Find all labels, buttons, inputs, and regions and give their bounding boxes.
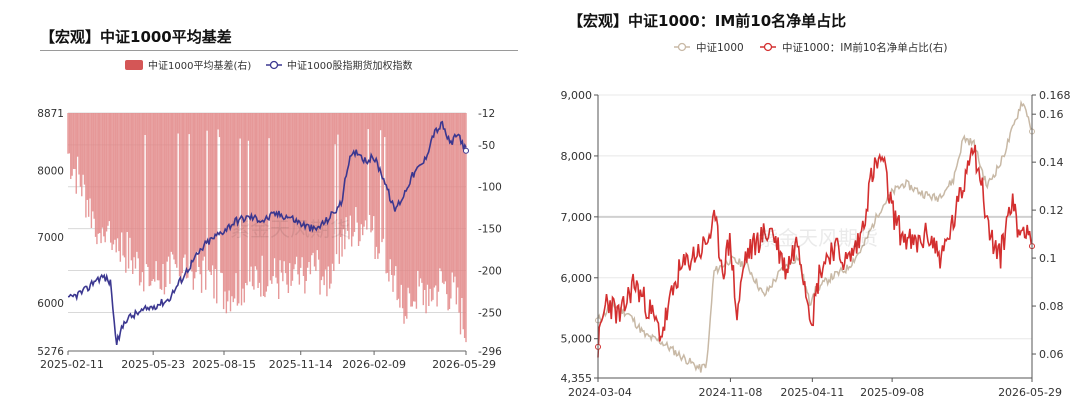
- right-chart-right-tick-label: 0.06: [1039, 348, 1064, 361]
- right-chart-right-tick-label: 0.12: [1039, 204, 1064, 217]
- right-chart-left-tick-label: 8,000: [561, 150, 593, 163]
- left-title-divider: [40, 50, 518, 51]
- csi1000-line: [597, 99, 1033, 373]
- left-watermark: 紫金天风期货: [230, 217, 350, 241]
- legend-marker-csi1000: [677, 42, 687, 52]
- legend-marker-index: [269, 60, 279, 70]
- right-x-tick-label: 2025-04-11: [780, 386, 844, 399]
- left-y-tick-label: 5276: [37, 346, 64, 358]
- right-chart-left-tick-label: 9,000: [561, 89, 593, 102]
- right-chart-title: 【宏观】中证1000：IM前10名净单占比: [568, 12, 847, 30]
- right-chart-left-tick-label: 7,000: [561, 211, 593, 224]
- right-x-tick-label: 2026-05-29: [998, 386, 1062, 399]
- right-y-tick-label: -296: [478, 346, 502, 358]
- legend-marker-im-ratio: [763, 42, 773, 52]
- left-x-tick-label: 2025-08-15: [192, 358, 256, 371]
- legend-label-csi1000: 中证1000: [696, 41, 744, 54]
- right-y-tick-label: -12: [478, 108, 495, 120]
- left-y-tick-label: 8871: [37, 108, 64, 120]
- right-y-tick-label: -150: [478, 224, 502, 236]
- left-x-tick-label: 2025-02-11: [40, 358, 104, 371]
- left-x-tick-label: 2026-02-09: [342, 358, 406, 371]
- left-x-tick-label: 2025-05-23: [121, 358, 185, 371]
- im-ratio-line: [597, 144, 1033, 358]
- left-chart-panel: 【宏观】中证1000平均基差 中证1000平均基差(右) 中证1000股指期货加…: [37, 28, 518, 371]
- left-y-tick-label: 7000: [37, 232, 64, 244]
- legend-swatch-basis: [125, 60, 143, 70]
- left-x-tick-label: 2025-11-14: [269, 358, 333, 371]
- right-y-tick-label: -50: [478, 140, 495, 152]
- index-line-end-marker: [463, 147, 469, 154]
- right-chart-left-tick-label: 6,000: [561, 272, 593, 285]
- right-x-tick-label: 2024-03-04: [568, 386, 632, 399]
- right-y-tick-label: -200: [478, 266, 502, 278]
- left-y-tick-label: 8000: [37, 166, 64, 178]
- index-line: [67, 120, 467, 346]
- right-watermark: 紫金天风期货: [758, 226, 878, 250]
- left-x-tick-label: 2026-05-29: [432, 358, 496, 371]
- right-chart: 中证1000 中证1000：IM前10名净单占比(右) 4,355 5,000 6,…: [561, 41, 1071, 399]
- left-chart-title: 【宏观】中证1000平均基差: [40, 28, 232, 46]
- right-chart-left-tick-label: 4,355: [561, 372, 593, 385]
- right-y-tick-label: -100: [478, 182, 502, 194]
- right-chart-right-tick-label: 0.168: [1039, 89, 1071, 102]
- left-chart: 中证1000平均基差(右) 中证1000股指期货加权指数 5276 6000 700…: [37, 59, 502, 371]
- right-chart-left-tick-label: 5,000: [561, 333, 593, 346]
- right-chart-right-tick-label: 0.08: [1039, 300, 1064, 313]
- right-x-tick-label: 2025-09-08: [860, 386, 924, 399]
- right-chart-right-tick-label: 0.1: [1039, 252, 1057, 265]
- right-chart-right-tick-label: 0.14: [1039, 156, 1064, 169]
- right-x-tick-label: 2024-11-08: [698, 386, 762, 399]
- legend-label-index: 中证1000股指期货加权指数: [287, 59, 412, 72]
- right-y-tick-label: -250: [478, 307, 502, 319]
- right-chart-panel: 【宏观】中证1000：IM前10名净单占比 中证1000 中证1000：IM前1…: [540, 0, 1080, 403]
- left-y-tick-label: 6000: [37, 298, 64, 310]
- right-chart-right-tick-label: 0.16: [1039, 108, 1064, 121]
- legend-label-im-ratio: 中证1000：IM前10名净单占比(右): [782, 41, 947, 54]
- legend-label-basis: 中证1000平均基差(右): [148, 59, 251, 72]
